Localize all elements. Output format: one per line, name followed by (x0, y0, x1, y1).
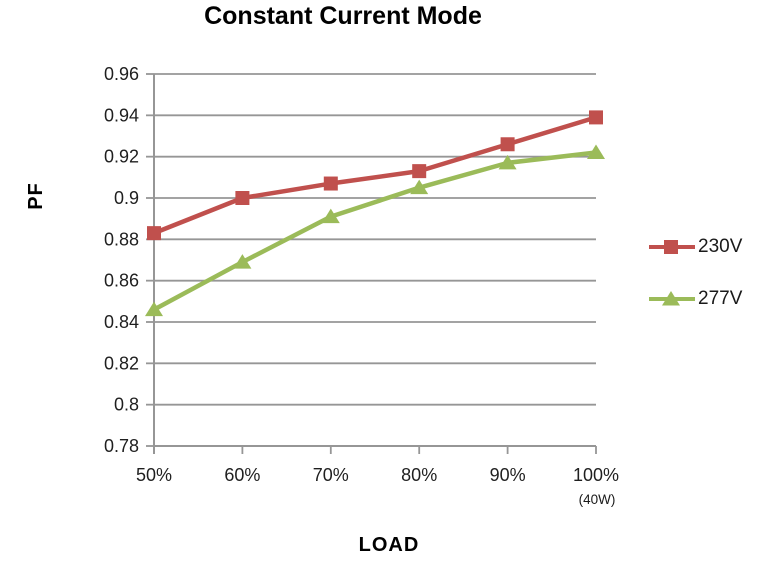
x-tick-label: 70% (313, 465, 349, 485)
series-line-230V (151, 115, 599, 236)
data-point-square-230V (589, 110, 603, 125)
y-tick-label: 0.96 (104, 64, 139, 84)
data-point-square-230V (147, 226, 161, 241)
legend-marker-230v-square-icon (649, 240, 695, 254)
data-point-square-230V (235, 191, 250, 205)
legend-label-230v: 230V (698, 236, 743, 257)
legend-marker-277v-triangle-icon (649, 291, 695, 306)
y-tick-label: 0.88 (104, 229, 139, 249)
y-axis-title: PF (24, 182, 47, 210)
x-tick-label: 90% (490, 465, 526, 485)
y-tick-label: 0.82 (104, 353, 139, 373)
data-point-square-230V (664, 240, 678, 254)
legend-item-230v: 230V (648, 234, 742, 260)
y-tick-label: 0.8 (114, 395, 139, 415)
y-tick-label: 0.9 (114, 188, 139, 208)
data-point-square-230V (323, 176, 338, 191)
legend-label-277v: 277V (698, 288, 743, 309)
x-tick-label: 100% (573, 465, 619, 485)
data-point-square-230V (500, 137, 515, 152)
data-point-square-230V (412, 164, 427, 179)
x-tick-label: 60% (224, 465, 260, 485)
chart-title: Constant Current Mode (204, 2, 482, 30)
data-point-triangle-277V (662, 291, 680, 306)
data-point-triangle-277V (410, 179, 429, 195)
x-axis-title: LOAD (358, 534, 420, 556)
data-point-triangle-277V (321, 208, 340, 224)
x-tick-label: 50% (136, 465, 172, 485)
series-line-277V (151, 150, 599, 312)
y-tick-label: 0.94 (104, 105, 139, 125)
data-point-triangle-277V (587, 144, 605, 160)
legend-item-277v: 277V (648, 286, 742, 312)
y-tick-label: 0.92 (104, 147, 139, 167)
x-axis-note: (40W) (578, 492, 616, 507)
y-tick-label: 0.78 (104, 436, 139, 456)
data-point-triangle-277V (233, 254, 252, 269)
data-point-triangle-277V (498, 154, 517, 170)
x-tick-label: 80% (401, 465, 437, 485)
data-point-triangle-277V (145, 301, 163, 317)
y-tick-label: 0.86 (104, 271, 139, 291)
y-tick-label: 0.84 (104, 312, 139, 332)
